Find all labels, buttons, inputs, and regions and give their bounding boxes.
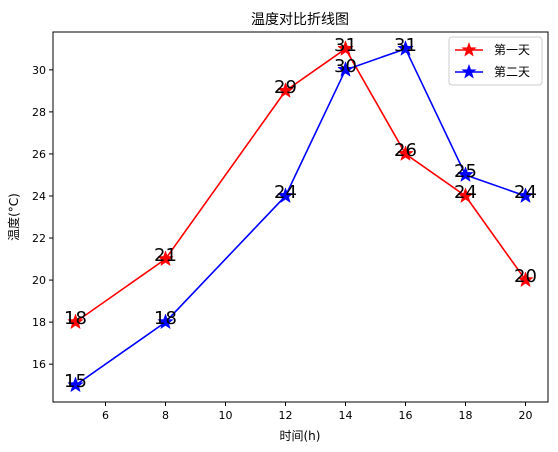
data-point-star [337,61,354,77]
data-label: 24 [274,182,297,203]
plot-frame [52,31,549,403]
x-tick-label: 20 [519,409,533,422]
x-tick-label: 6 [102,409,109,422]
y-tick-label: 18 [32,316,46,329]
data-point-star [457,187,474,204]
data-label: 18 [64,308,87,329]
data-point-star [397,145,414,161]
data-point-star [157,313,174,330]
data-label: 31 [334,35,357,56]
data-point-star [277,82,294,98]
data-label: 18 [154,308,177,329]
x-tick-label: 16 [399,409,413,422]
data-point-star [517,271,534,288]
data-point-star [157,250,174,267]
x-tick-label: 8 [162,409,169,422]
y-axis-label: 温度(°C) [6,193,21,241]
x-tick-label: 18 [459,409,473,422]
data-point-star [397,40,414,56]
data-label: 24 [514,182,537,203]
y-tick-label: 22 [32,232,46,245]
data-point-star [277,187,294,204]
legend-marker-star [461,64,477,79]
y-tick-label: 26 [32,148,46,161]
x-tick-label: 14 [339,409,353,422]
data-label: 15 [64,371,87,392]
y-tick-label: 28 [32,106,46,119]
y-tick-label: 30 [32,64,46,77]
y-tick-label: 20 [32,274,46,287]
y-tick-label: 16 [32,358,46,371]
data-label: 26 [394,140,417,161]
data-label: 31 [394,35,417,56]
data-point-star [337,40,354,56]
data-label: 24 [454,182,477,203]
legend-label: 第二天 [494,65,530,79]
data-label: 29 [274,77,297,98]
y-tick-label: 24 [32,190,46,203]
data-point-star [67,376,84,393]
y-axis: 16 18 20 22 24 26 28 30 [32,64,53,371]
data-label: 25 [454,161,477,182]
data-label: 30 [334,56,357,77]
data-point-star [67,313,84,330]
data-label: 21 [154,245,177,266]
x-axis-label: 时间(h) [280,429,321,443]
data-point-star [457,166,474,183]
chart-title: 温度对比折线图 [251,12,349,28]
legend-label: 第一天 [494,43,530,57]
x-tick-label: 10 [219,409,233,422]
legend-marker-star [461,42,477,57]
data-label: 20 [514,266,537,287]
x-axis: 6 8 10 12 14 16 18 20 [102,402,533,422]
data-point-star [517,187,534,204]
series-1: 18 21 29 31 26 24 20 [64,35,537,330]
x-tick-label: 12 [279,409,293,422]
